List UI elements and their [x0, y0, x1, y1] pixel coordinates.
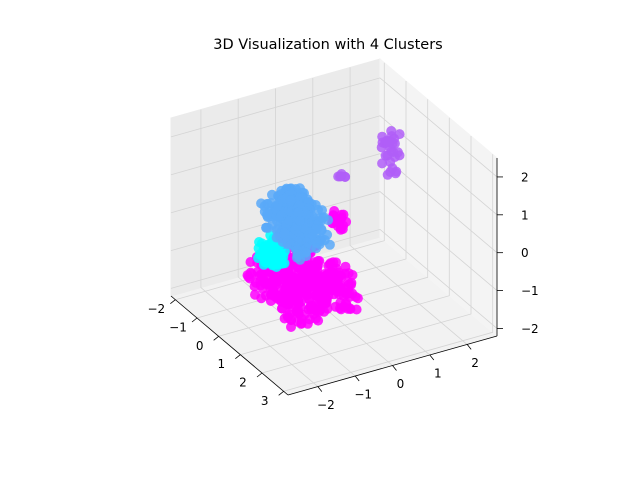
data-point-series-3 — [286, 322, 296, 332]
data-point-series-3 — [296, 318, 307, 329]
data-point-series-1 — [292, 249, 303, 260]
data-point-series-3 — [333, 272, 344, 283]
y-tick-label: 1 — [434, 367, 442, 381]
y-tick-label: −2 — [317, 398, 335, 412]
data-point-series-2 — [265, 248, 276, 259]
data-point-series-3 — [310, 313, 321, 324]
x-tick-mark — [191, 317, 198, 323]
x-tick-label: −2 — [147, 302, 165, 316]
data-point-series-3 — [314, 256, 325, 266]
data-point-series-4 — [394, 129, 405, 140]
x-tick-mark — [278, 391, 284, 396]
scatter-points — [242, 126, 405, 332]
data-point-series-3 — [350, 291, 361, 302]
y-tick-mark — [392, 365, 397, 371]
data-point-series-1 — [272, 223, 283, 234]
data-point-series-3 — [257, 269, 268, 280]
data-point-series-4 — [392, 147, 403, 158]
data-point-series-3 — [336, 212, 347, 223]
data-point-series-3 — [273, 291, 284, 301]
z-grid-line — [170, 77, 498, 178]
y-tick-label: 0 — [397, 377, 405, 391]
data-point-series-3 — [335, 297, 346, 308]
x-grid-line — [261, 136, 472, 374]
data-point-series-3 — [311, 286, 322, 297]
z-tick-label: 0 — [521, 246, 529, 260]
data-point-series-1 — [317, 212, 328, 223]
y-tick-label: −1 — [354, 388, 372, 402]
z-tick-label: 1 — [521, 208, 529, 222]
data-point-series-4 — [377, 158, 388, 169]
x-tick-mark — [170, 299, 176, 304]
data-point-series-3 — [343, 277, 354, 288]
y-tick-mark — [354, 375, 360, 382]
data-point-series-3 — [279, 269, 290, 280]
y-tick-mark — [466, 344, 472, 350]
y-grid-line — [349, 67, 468, 345]
data-point-series-3 — [256, 293, 267, 304]
data-point-series-3 — [295, 302, 306, 313]
x-tick-mark — [256, 372, 263, 378]
y-grid-line — [237, 99, 356, 377]
y-tick-label: 2 — [471, 356, 479, 370]
z-tick-label: −1 — [521, 284, 539, 298]
data-point-series-4 — [333, 171, 344, 182]
data-point-series-2 — [267, 256, 278, 267]
x-tick-label: 3 — [261, 394, 269, 408]
x-tick-mark — [213, 336, 219, 341]
x-tick-mark — [235, 354, 241, 359]
data-point-series-3 — [347, 270, 358, 280]
z-grid-line — [170, 115, 498, 216]
data-point-series-3 — [245, 257, 256, 267]
data-point-series-1 — [263, 222, 273, 233]
x-tick-label: 1 — [217, 357, 225, 371]
data-point-series-3 — [249, 281, 260, 292]
data-point-series-4 — [383, 136, 394, 147]
data-point-series-1 — [300, 247, 311, 258]
data-point-series-1 — [311, 243, 322, 254]
data-point-series-3 — [286, 295, 297, 306]
data-point-series-1 — [294, 216, 305, 226]
data-point-series-3 — [334, 280, 344, 291]
data-point-series-3 — [303, 304, 314, 315]
x-tick-label: −1 — [169, 321, 187, 335]
data-point-series-1 — [262, 208, 273, 219]
z-tick-label: 2 — [521, 170, 529, 184]
data-point-series-1 — [285, 195, 296, 206]
x-tick-label: 0 — [196, 339, 204, 353]
y-tick-mark — [317, 386, 323, 392]
data-point-series-3 — [319, 282, 330, 293]
chart-title: 3D Visualization with 4 Clusters — [213, 37, 442, 53]
x-axis-line — [170, 295, 289, 396]
z-grid-line — [170, 228, 498, 329]
z-grid-line — [170, 153, 498, 254]
data-point-series-4 — [390, 168, 401, 179]
z-tick-label: −2 — [521, 322, 539, 336]
x-grid-line — [240, 117, 450, 356]
data-point-series-4 — [382, 169, 393, 180]
data-point-series-3 — [301, 288, 312, 299]
data-point-series-3 — [269, 277, 280, 288]
data-point-series-1 — [293, 207, 304, 218]
data-point-series-3 — [300, 278, 311, 289]
x-tick-label: 2 — [239, 376, 247, 390]
z-grid-line — [170, 191, 498, 291]
data-point-series-3 — [265, 296, 276, 306]
y-tick-mark — [429, 354, 435, 361]
data-point-series-2 — [254, 237, 265, 247]
data-point-series-3 — [322, 271, 333, 282]
data-point-series-3 — [286, 286, 297, 297]
x-grid-line — [283, 154, 494, 392]
data-point-series-4 — [385, 157, 396, 167]
y-grid-line — [200, 109, 319, 387]
